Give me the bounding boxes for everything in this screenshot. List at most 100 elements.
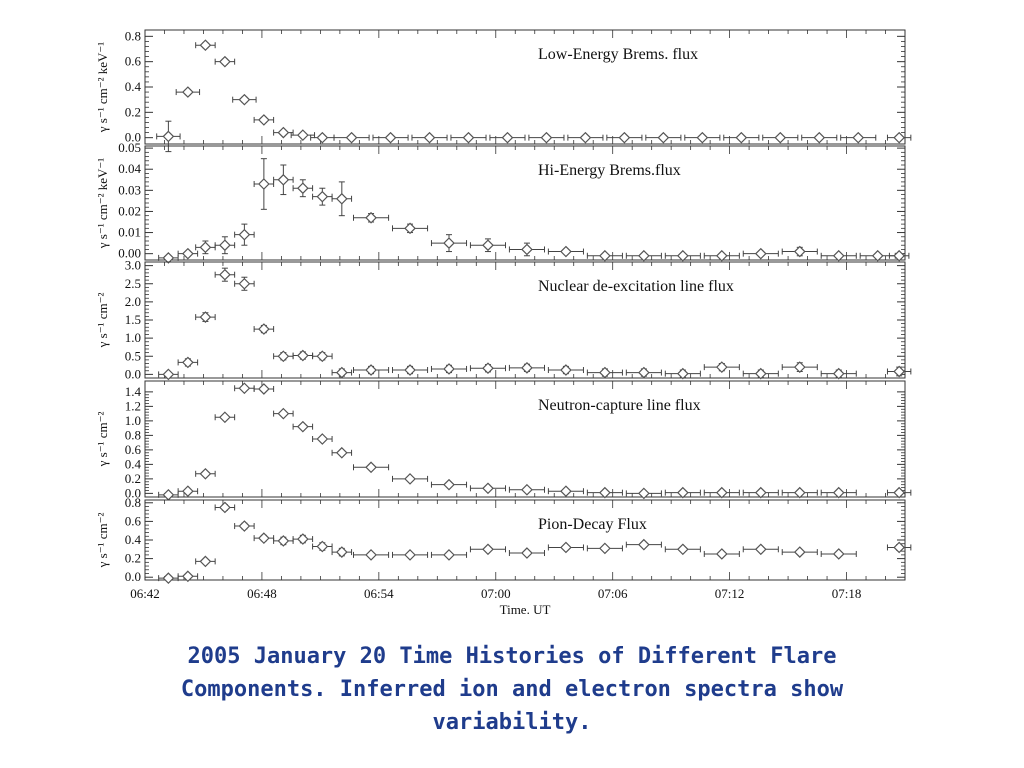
data-point — [684, 131, 721, 144]
caption-line-2: Components. Inferred ion and electron sp… — [180, 677, 844, 702]
diamond-marker — [258, 383, 270, 395]
data-point — [353, 211, 390, 224]
data-point — [331, 546, 353, 558]
y-tick-label: 0.00 — [118, 246, 141, 261]
data-point — [547, 364, 584, 376]
data-point — [742, 543, 779, 556]
data-point — [195, 240, 216, 255]
y-axis-label: γ s⁻¹ cm⁻² — [95, 513, 110, 569]
data-point — [158, 488, 179, 501]
diamond-marker — [219, 239, 231, 252]
data-point — [353, 364, 390, 376]
diamond-marker — [258, 114, 270, 126]
y-tick-label: 0.05 — [118, 140, 141, 155]
diamond-marker — [754, 543, 767, 556]
diamond-marker — [199, 39, 212, 52]
data-point — [820, 367, 857, 380]
y-tick-label: 0.0 — [125, 485, 141, 500]
x-tick-label: 06:48 — [247, 586, 277, 601]
diamond-marker — [423, 131, 436, 144]
data-point — [195, 467, 216, 480]
diamond-marker — [219, 55, 231, 68]
diamond-marker — [162, 368, 175, 381]
diamond-marker — [521, 547, 533, 559]
diamond-marker — [258, 323, 270, 335]
data-point — [781, 486, 818, 499]
data-point — [820, 486, 857, 499]
diamond-marker — [638, 487, 650, 500]
panel-4: 0.00.20.40.60.81.01.21.4 Neutron-capture … — [95, 380, 912, 501]
diamond-marker — [676, 249, 689, 262]
data-point — [234, 223, 255, 246]
y-tick-label: 0.4 — [125, 456, 142, 471]
panel-title: Neutron-capture line flux — [538, 397, 701, 414]
caption-line-3: variability. — [432, 710, 592, 735]
x-axis-title: Time. UT — [500, 602, 551, 617]
x-tick-label: 07:12 — [715, 586, 745, 601]
diamond-marker — [754, 486, 767, 499]
diamond-marker — [199, 311, 212, 323]
data-point — [508, 242, 545, 257]
diamond-marker — [365, 211, 377, 224]
diamond-marker — [540, 131, 553, 144]
data-point — [292, 533, 314, 545]
diamond-marker — [501, 131, 514, 144]
data-point — [391, 473, 429, 485]
diamond-marker — [482, 482, 494, 495]
data-point — [214, 267, 236, 282]
diamond-marker — [793, 546, 806, 558]
panel-frame — [144, 499, 906, 581]
diamond-marker — [365, 461, 377, 474]
diamond-marker — [893, 131, 906, 144]
data-point — [273, 126, 294, 139]
diamond-marker — [162, 488, 175, 501]
data-point — [528, 131, 565, 144]
diamond-marker — [238, 382, 251, 395]
x-tick-label: 07:00 — [481, 586, 511, 601]
diamond-marker — [296, 349, 309, 362]
data-point — [234, 520, 255, 532]
data-point — [586, 249, 623, 262]
diamond-marker — [754, 367, 767, 380]
data-point — [742, 367, 779, 380]
diamond-marker — [199, 241, 212, 254]
diamond-marker — [852, 131, 865, 144]
diamond-marker — [462, 131, 475, 144]
diamond-marker — [219, 411, 231, 424]
data-point — [391, 549, 429, 561]
diamond-marker — [258, 532, 270, 544]
data-point — [253, 532, 275, 544]
data-point — [547, 245, 584, 258]
data-point — [158, 368, 179, 381]
diamond-marker — [316, 433, 329, 445]
data-point — [781, 245, 818, 258]
diamond-marker — [404, 473, 416, 485]
data-point — [469, 482, 507, 495]
data-point — [645, 131, 682, 144]
diamond-marker — [162, 572, 175, 584]
data-point — [508, 483, 545, 496]
diamond-marker — [277, 173, 290, 186]
data-point — [273, 535, 294, 547]
diamond-marker — [365, 364, 377, 376]
figure-caption: 2005 January 20 Time Histories of Differ… — [80, 640, 944, 739]
diamond-marker — [735, 131, 748, 144]
y-tick-label: 0.8 — [125, 28, 141, 43]
diamond-marker — [443, 237, 455, 249]
data-point — [292, 420, 314, 433]
y-tick-label: 2.0 — [125, 294, 141, 309]
diamond-marker — [238, 520, 251, 532]
diamond-marker — [715, 249, 728, 262]
diamond-marker — [715, 361, 728, 373]
data-point — [567, 131, 604, 144]
y-tick-label: 0.6 — [125, 442, 142, 457]
diamond-marker — [832, 548, 845, 560]
diamond-marker — [162, 130, 175, 143]
y-tick-label: 0.2 — [125, 551, 141, 566]
diamond-marker — [316, 540, 329, 553]
diamond-marker — [813, 131, 826, 144]
panel-5: 0.0 0.2 0.4 0.6 0.8 Pion-Decay Flux γ s⁻¹ cm⁻² — [95, 495, 912, 584]
y-tick-label: 2.5 — [125, 276, 141, 291]
data-point — [469, 238, 507, 253]
data-point — [312, 540, 333, 553]
